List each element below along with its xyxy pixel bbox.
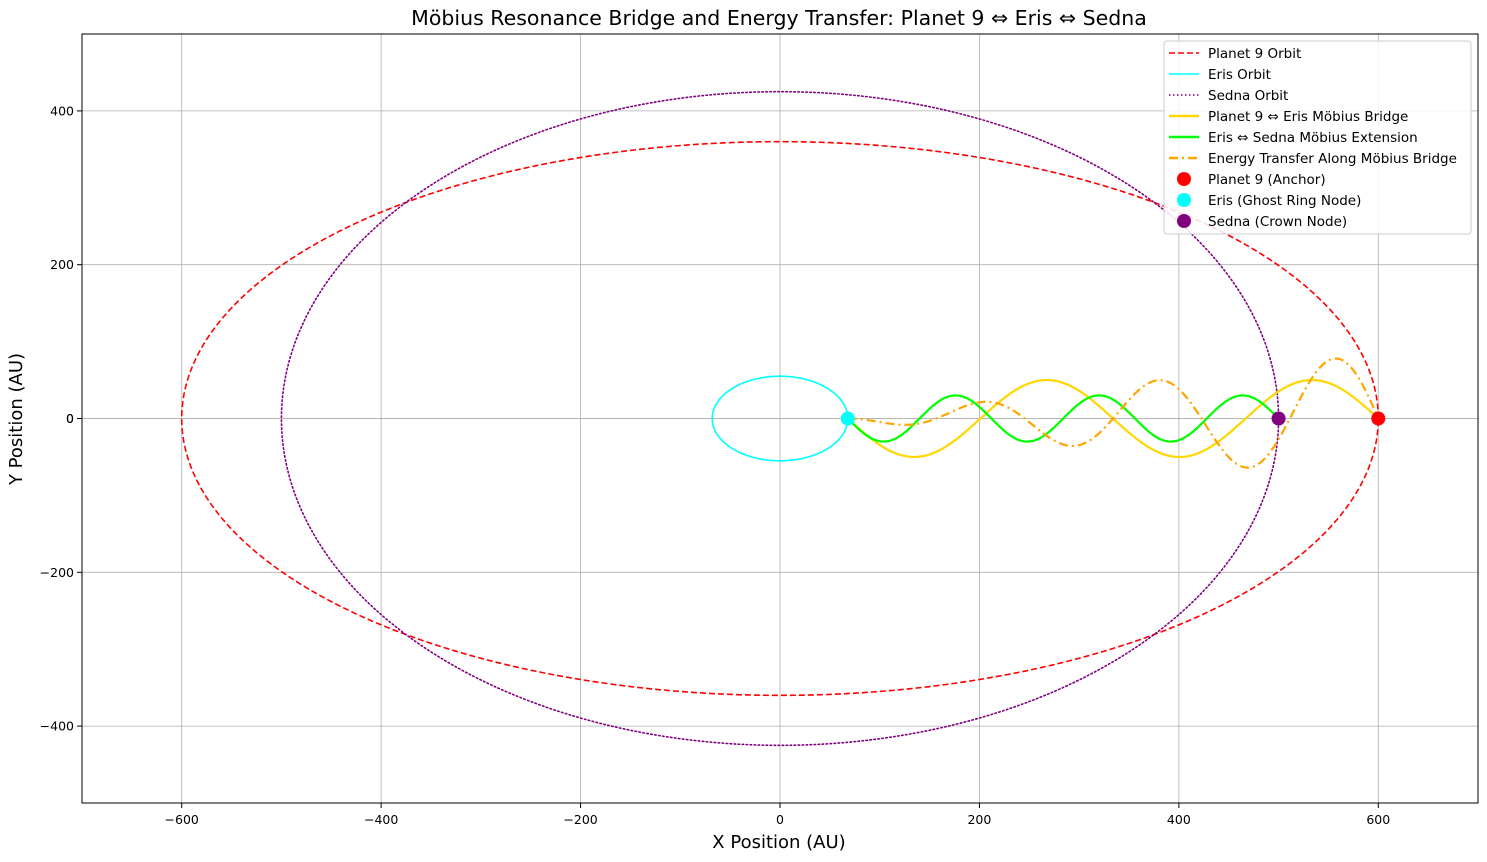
legend-label: Eris (Ghost Ring Node) <box>1208 193 1361 209</box>
point-sedna-crown-node <box>1271 411 1286 426</box>
y-tick-label: 400 <box>50 103 74 118</box>
point-eris-ghost-ring-node <box>840 411 855 426</box>
legend-label: Eris Orbit <box>1208 67 1271 83</box>
legend-marker <box>1177 172 1191 186</box>
y-tick-label: −200 <box>40 565 74 580</box>
x-tick-label: −200 <box>563 812 597 827</box>
series-sedna-orbit <box>280 90 1280 747</box>
x-tick-label: 200 <box>967 812 991 827</box>
x-tick-label: −400 <box>364 812 398 827</box>
legend-label: Energy Transfer Along Möbius Bridge <box>1208 151 1457 167</box>
legend-label: Sedna (Crown Node) <box>1208 214 1347 230</box>
legend-label: Planet 9 ⇔ Eris Möbius Bridge <box>1208 109 1408 125</box>
series-eris-sedna-m-bius-extension <box>847 394 1280 443</box>
legend-box <box>1163 40 1472 235</box>
legend-marker <box>1177 214 1191 228</box>
legend-label: Planet 9 (Anchor) <box>1208 172 1326 188</box>
legend-label: Eris ⇔ Sedna Möbius Extension <box>1208 130 1418 146</box>
legend: Planet 9 Orbit Eris Orbit Sedna Orbit Plane… <box>1163 40 1472 235</box>
legend-marker <box>1177 193 1191 207</box>
y-tick-label: 0 <box>66 411 74 426</box>
y-tick-label: 0 <box>66 411 74 426</box>
legend-label: Sedna Orbit <box>1208 88 1288 104</box>
series-energy-transfer-along-m-bius-bridge <box>847 357 1380 469</box>
y-tick-label: 200 <box>50 257 74 272</box>
series-layer <box>180 90 1386 747</box>
y-axis-label: Y Position (AU) <box>6 353 27 486</box>
x-tick-label: 400 <box>1167 812 1191 827</box>
y-tick-label: −400 <box>40 719 74 734</box>
series-eris-orbit <box>711 375 849 462</box>
x-tick-label: −600 <box>165 812 199 827</box>
series-planet-9-orbit <box>180 140 1380 697</box>
legend-label: Planet 9 Orbit <box>1208 46 1301 62</box>
x-tick-label: 0 <box>776 812 784 827</box>
chart-title: Möbius Resonance Bridge and Energy Trans… <box>411 6 1147 30</box>
x-tick-label: 600 <box>1366 812 1390 827</box>
x-axis-label: X Position (AU) <box>712 832 845 853</box>
point-planet-9-anchor <box>1371 411 1386 426</box>
